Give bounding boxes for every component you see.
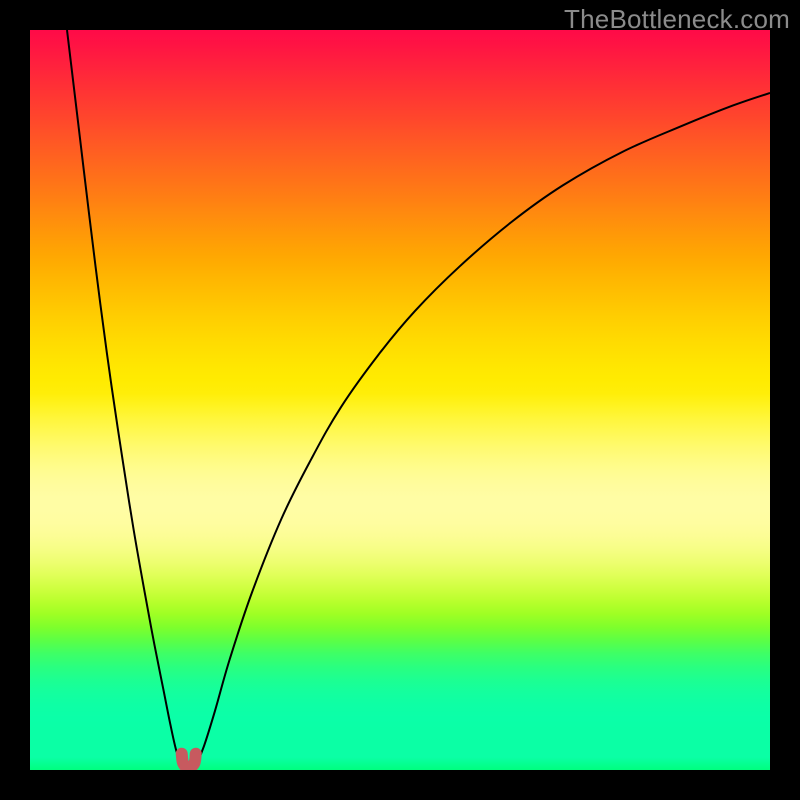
- watermark-text: TheBottleneck.com: [564, 4, 790, 35]
- chart-svg: [30, 30, 770, 770]
- plot-area: [30, 30, 770, 770]
- figure-root: TheBottleneck.com: [0, 0, 800, 800]
- gradient-background: [30, 30, 770, 770]
